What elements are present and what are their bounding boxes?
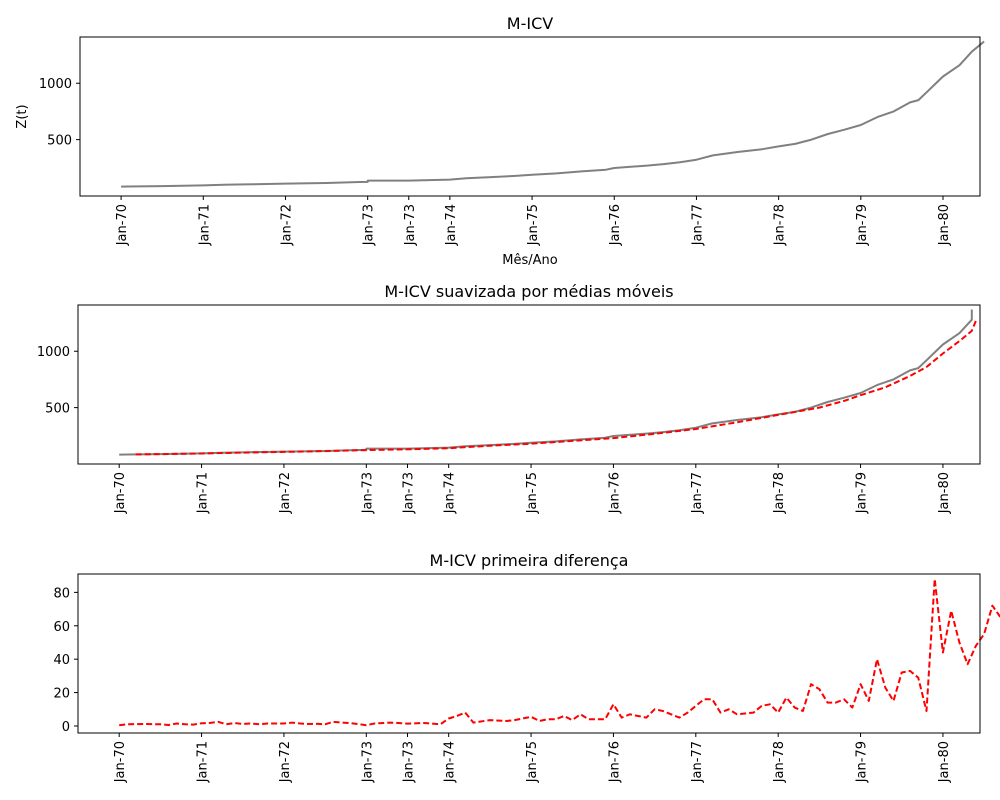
x-tick-label: Jan-74 xyxy=(443,472,458,514)
chart-1: M-ICV 500 1000 Jan-70 Jan-71 Jan-72 Jan-73 Jan-… xyxy=(15,14,985,268)
x-tick-label: Jan-73 xyxy=(360,472,375,514)
x-tick-label: Jan-80 xyxy=(937,741,952,783)
x-tick-label: Jan-75 xyxy=(525,741,540,783)
x-tick-label: Jan-75 xyxy=(525,472,540,514)
chart-title: M-ICV primeira diferença xyxy=(430,551,629,570)
y-tick-label: 80 xyxy=(53,586,70,601)
y-tick-label: 500 xyxy=(45,402,70,417)
series-line-1 xyxy=(121,40,985,188)
y-tick-label: 1000 xyxy=(39,77,72,92)
chart-3: M-ICV primeira diferença 0 20 40 60 80 Jan-70 J… xyxy=(53,551,1000,783)
x-tick-label: Jan-73 xyxy=(403,204,418,246)
x-tick-label: Jan-70 xyxy=(113,741,128,783)
chart-title: M-ICV suavizada por médias móveis xyxy=(384,282,673,301)
x-tick-label: Jan-77 xyxy=(690,741,705,783)
x-tick-label: Jan-74 xyxy=(443,741,458,783)
x-axis-label: Mês/Ano xyxy=(502,253,557,268)
y-tick-label: 1000 xyxy=(37,345,70,360)
y-tick-label: 40 xyxy=(53,653,70,668)
x-tick-label: Jan-72 xyxy=(279,204,294,246)
x-tick-label: Jan-78 xyxy=(772,472,787,514)
y-tick-label: 20 xyxy=(53,687,70,702)
x-tick-label: Jan-79 xyxy=(855,741,870,783)
x-tick-label: Jan-78 xyxy=(772,741,787,783)
x-tick-label: Jan-73 xyxy=(401,472,416,514)
x-tick-label: Jan-71 xyxy=(197,204,212,246)
plot-frame xyxy=(79,36,981,197)
x-tick-label: Jan-72 xyxy=(278,472,293,514)
series-line-2 xyxy=(135,320,977,456)
x-tick-label: Jan-76 xyxy=(608,204,623,246)
chart-title: M-ICV xyxy=(507,14,553,33)
x-tick-label: Jan-72 xyxy=(278,741,293,783)
x-tick-label: Jan-77 xyxy=(690,204,705,246)
x-tick-label: Jan-70 xyxy=(113,472,128,514)
x-tick-label: Jan-80 xyxy=(937,204,952,246)
x-tick-label: Jan-77 xyxy=(690,472,705,514)
chart-2: M-ICV suavizada por médias móveis 500 1000… xyxy=(37,282,981,514)
y-tick-label: 0 xyxy=(62,720,70,735)
x-tick-label: Jan-78 xyxy=(773,204,788,246)
x-tick-label: Jan-79 xyxy=(855,204,870,246)
series-line-1 xyxy=(119,578,1000,727)
x-tick-label: Jan-73 xyxy=(360,741,375,783)
x-tick-label: Jan-76 xyxy=(607,741,622,783)
x-tick-label: Jan-73 xyxy=(401,741,416,783)
x-tick-label: Jan-73 xyxy=(362,204,377,246)
plot-frame xyxy=(77,573,981,734)
x-tick-label: Jan-74 xyxy=(444,204,459,246)
x-tick-label: Jan-75 xyxy=(526,204,541,246)
x-tick-label: Jan-70 xyxy=(115,204,130,246)
y-axis-label: Z(t) xyxy=(15,104,30,128)
x-tick-label: Jan-71 xyxy=(196,741,211,783)
x-tick-label: Jan-71 xyxy=(196,472,211,514)
series-line-1 xyxy=(119,309,973,456)
x-tick-label: Jan-76 xyxy=(607,472,622,514)
x-tick-label: Jan-79 xyxy=(855,472,870,514)
y-tick-label: 500 xyxy=(47,134,72,149)
plot-frame xyxy=(77,304,981,465)
x-tick-label: Jan-80 xyxy=(937,472,952,514)
y-tick-label: 60 xyxy=(53,620,70,635)
